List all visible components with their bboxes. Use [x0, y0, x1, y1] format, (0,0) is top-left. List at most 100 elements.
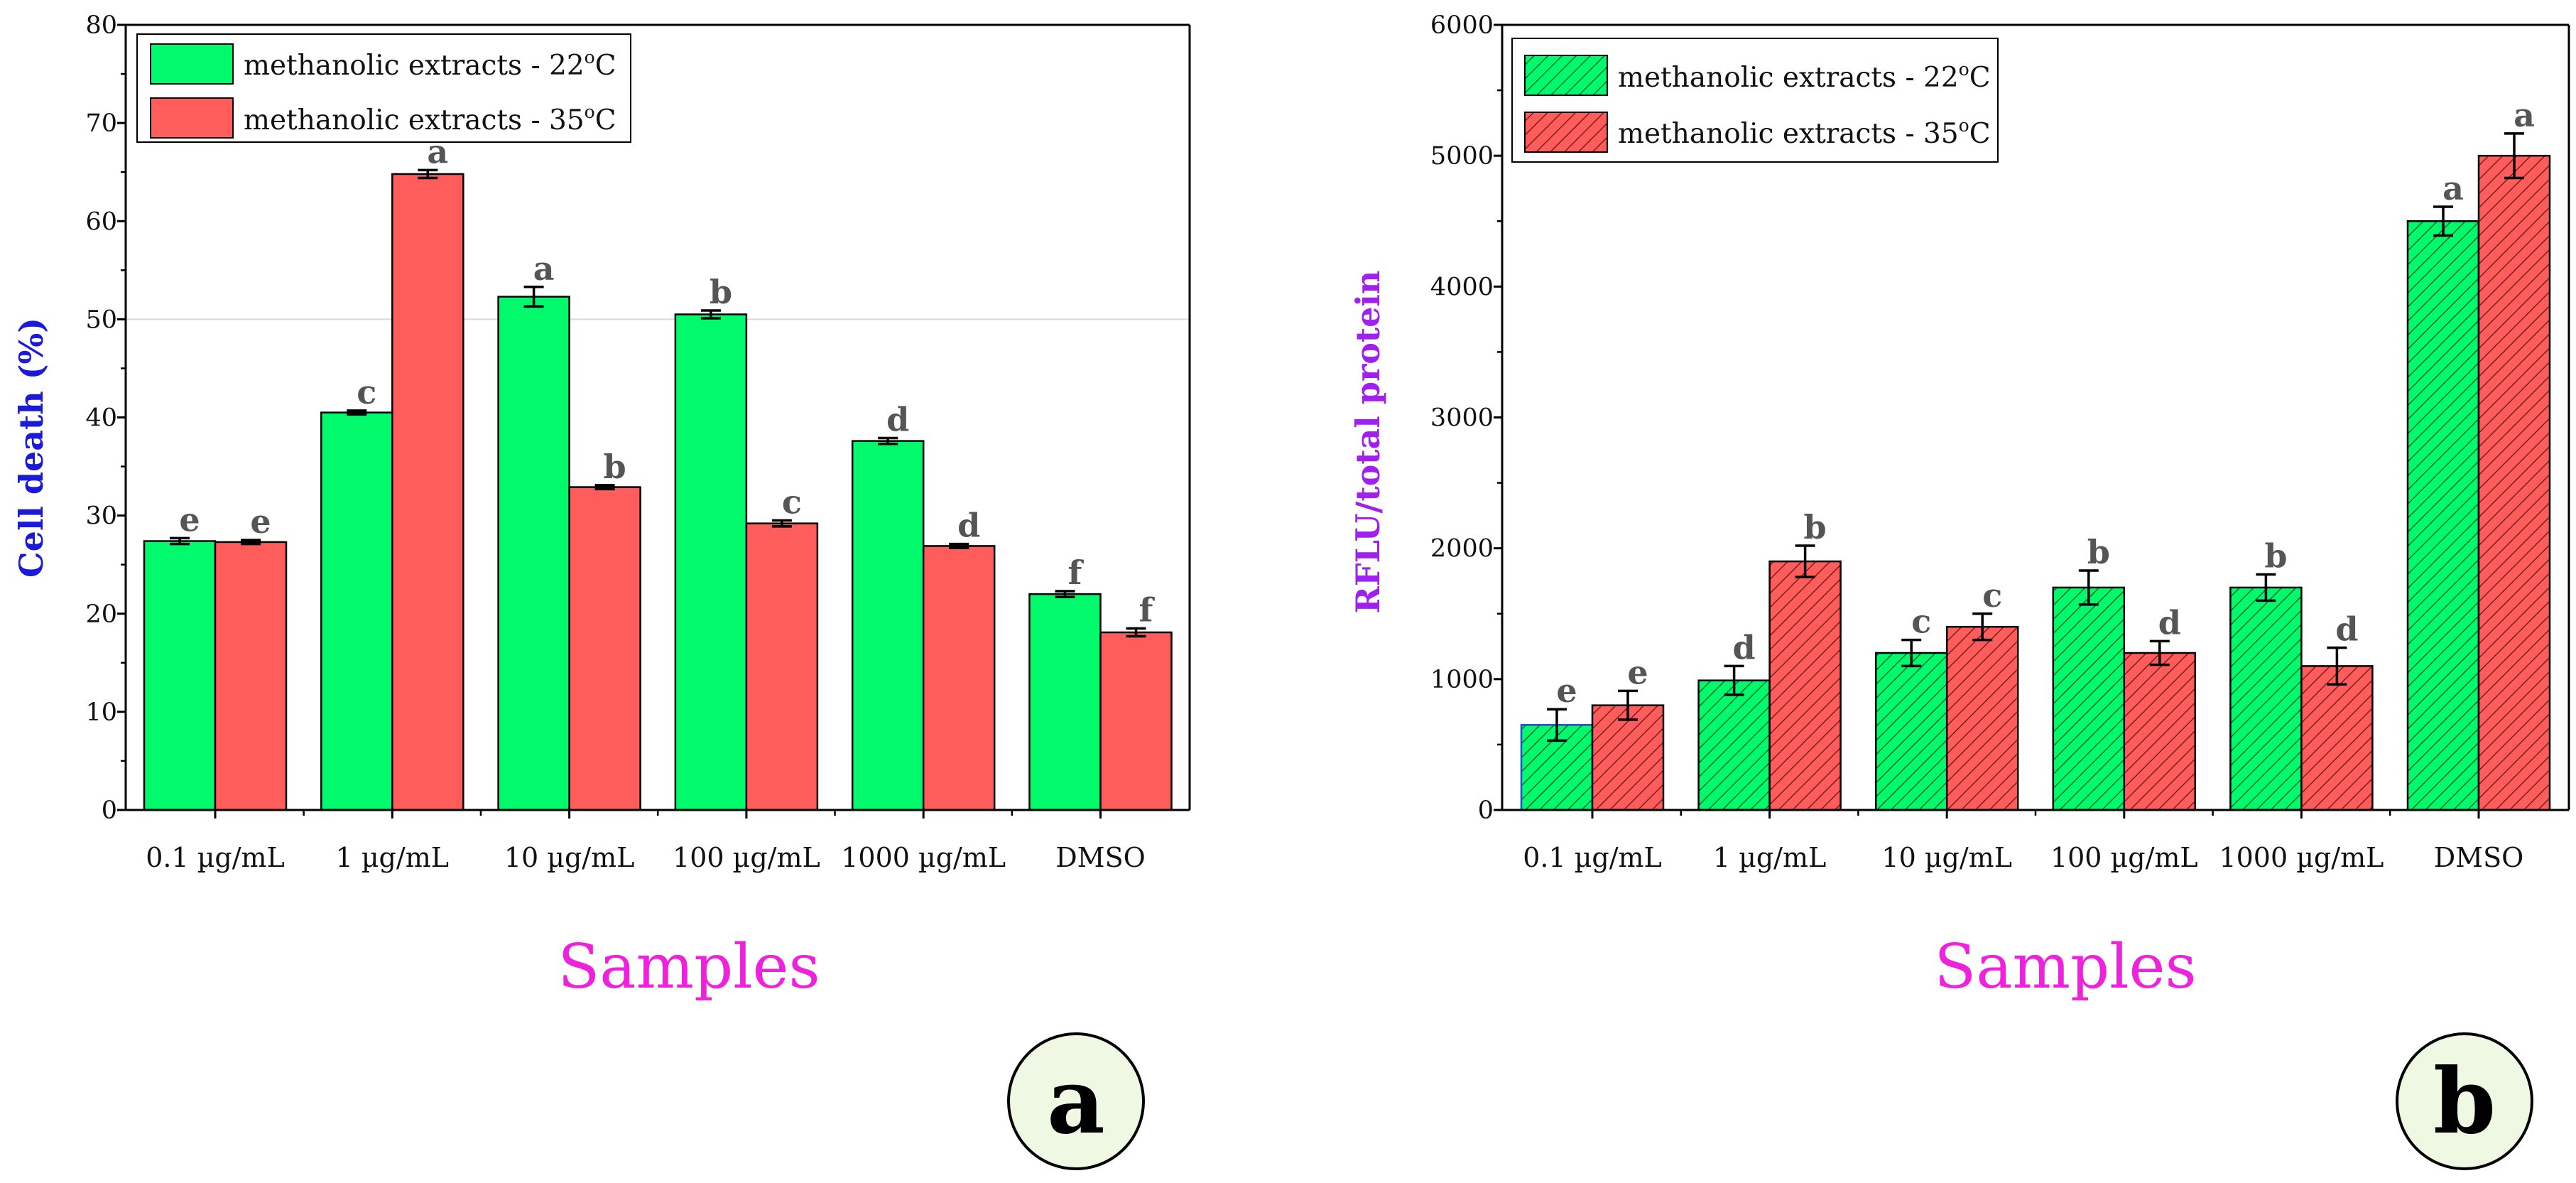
panel-b-legend-swatch-35: [1524, 112, 1608, 153]
panel-b-bar-35: [2123, 652, 2197, 811]
panel-a-significance-letter: f: [1139, 590, 1156, 629]
panel-a-category-label: 10 µg/mL: [504, 842, 635, 873]
panel-b-significance-letter: c: [1982, 576, 2002, 615]
panel-a-bar-22: [320, 411, 393, 811]
panel-b-bar-22: [2406, 220, 2480, 811]
panel-a-bar-35: [922, 545, 996, 811]
panel-b-bar-22: [1697, 679, 1771, 811]
panel-b-bar-35: [1945, 625, 2019, 811]
panel-b-y-tick-label: 5000: [1430, 142, 1494, 171]
panel-b-badge: b: [2396, 1032, 2533, 1170]
panel-a-significance-letter: d: [886, 401, 909, 439]
panel-b-bar-35: [2477, 154, 2551, 811]
panel-a-y-tick-label: 0: [102, 796, 117, 825]
panel-b-significance-letter: b: [2087, 533, 2110, 571]
panel-b-bar-22: [2229, 586, 2303, 811]
panel-b-y-tick-label: 4000: [1430, 273, 1494, 301]
panel-a-y-tick-label: 70: [85, 109, 117, 138]
panel-a-category-label: 1 µg/mL: [336, 842, 449, 873]
panel-a-significance-letter: f: [1068, 553, 1085, 592]
panel-a-y-tick-label: 20: [85, 600, 117, 629]
panel-a-y-tick-label: 80: [85, 11, 117, 40]
panel-a-bar-22: [143, 540, 217, 811]
panel-a-category-label: 100 µg/mL: [673, 842, 820, 873]
panel-a-y-tick-label: 40: [85, 404, 117, 433]
panel-a-plot: e c a b d f e a b c d f 0 10 20 30 40 50 60 70 80 0.1 µg/mL 1 …: [85, 11, 1191, 873]
panel-a-bar-22: [851, 440, 925, 811]
panel-b: RFLU/total protein Samples methanolic ex…: [1349, 38, 2533, 1170]
panel-b-significance-letter: a: [2442, 169, 2464, 207]
panel-a-y-tick-label: 30: [85, 502, 117, 531]
panel-a-legend-swatch-35: [150, 97, 234, 139]
panel-a-significance-letter: b: [710, 273, 732, 311]
panel-b-category-label: DMSO: [2434, 842, 2524, 873]
panel-b-bar-22: [1874, 652, 1948, 811]
panel-b-legend-label-22: methanolic extracts - 22oC: [1618, 59, 1991, 94]
panel-b-legend: methanolic extracts - 22oC methanolic ex…: [1511, 38, 1999, 163]
panel-a-legend-label-22: methanolic extracts - 22oC: [244, 47, 616, 82]
panel-a-category-label: DMSO: [1055, 842, 1146, 873]
panel-a-legend: methanolic extracts - 22oC methanolic ex…: [136, 33, 631, 143]
panel-a-badge: a: [1007, 1032, 1145, 1170]
panel-b-significance-letter: d: [1733, 628, 1756, 666]
panel-b-bar-35: [1591, 704, 1665, 811]
panel-a-category-label: 1000 µg/mL: [841, 842, 1006, 873]
panel-a-bar-35: [568, 486, 641, 811]
panel-a-y-tick-label: 10: [85, 698, 117, 727]
panel-a-y-tick-label: 60: [85, 207, 117, 236]
panel-b-plot: e d c b b a e b c d d a 0 1000 2000 3000 4000 5000 6000 0.1…: [1430, 11, 2570, 873]
panel-a-significance-letter: e: [250, 502, 271, 541]
panel-b-ylabel: RFLU/total protein: [1349, 271, 1387, 614]
panel-a-ylabel: Cell death (%): [12, 318, 50, 578]
panel-b-significance-letter: d: [2158, 603, 2181, 642]
panel-a-legend-swatch-22: [150, 43, 234, 85]
panel-b-significance-letter: c: [1911, 603, 1931, 641]
panel-b-badge-letter: b: [2433, 1049, 2496, 1154]
panel-a-y-tick-label: 50: [85, 306, 117, 334]
panel-b-y-tick-label: 1000: [1430, 666, 1494, 694]
panel-a-bar-22: [674, 313, 748, 811]
panel-b-significance-letter: a: [2513, 96, 2535, 134]
panel-b-category-label: 10 µg/mL: [1881, 842, 2012, 873]
panel-a-bar-35: [391, 173, 464, 811]
panel-b-bar-35: [1768, 560, 1842, 811]
panel-b-y-tick-label: 6000: [1430, 11, 1494, 40]
panel-a-badge-circle: [1007, 1032, 1145, 1170]
panel-a-bar-22: [497, 296, 570, 811]
panel-b-legend-swatch-22: [1524, 55, 1608, 96]
panel-b-y-tick-label: 0: [1478, 796, 1494, 825]
panel-a-category-label: 0.1 µg/mL: [146, 842, 285, 873]
panel-b-y-tick-label: 2000: [1430, 535, 1494, 563]
panel-a-badge-letter: a: [1047, 1049, 1105, 1154]
panel-a-bar-35: [214, 541, 288, 811]
panel-a-significance-letter: b: [604, 448, 626, 486]
panel-b-significance-letter: b: [1804, 508, 1827, 546]
panel-a-bar-35: [1099, 631, 1173, 811]
panel-a-legend-label-35: methanolic extracts - 35oC: [244, 102, 616, 136]
panel-a-bar-35: [745, 522, 819, 811]
panel-a-significance-letter: c: [357, 373, 376, 411]
panel-b-category-label: 0.1 µg/mL: [1523, 842, 1662, 873]
panel-a-xlabel: Samples: [558, 931, 820, 1003]
panel-a-significance-letter: a: [533, 249, 555, 288]
panel-a-bar-22: [1028, 593, 1102, 811]
panel-b-category-label: 1000 µg/mL: [2219, 842, 2384, 873]
panel-b-badge-circle: [2396, 1032, 2533, 1170]
panel-b-significance-letter: e: [1556, 671, 1577, 710]
panel-b-significance-letter: d: [2335, 610, 2358, 649]
panel-b-category-label: 100 µg/mL: [2050, 842, 2198, 873]
panel-b-significance-letter: b: [2264, 537, 2287, 576]
panel-b-y-tick-label: 3000: [1430, 404, 1494, 433]
panel-b-bar-22: [2052, 586, 2126, 811]
panel-b-significance-letter: e: [1627, 653, 1648, 691]
panel-a-significance-letter: a: [427, 132, 448, 171]
panel-a-significance-letter: e: [179, 500, 200, 539]
panel-b-legend-label-35: methanolic extracts - 35oC: [1618, 115, 1991, 150]
panel-a-significance-letter: c: [782, 483, 802, 522]
panel-a-significance-letter: d: [957, 507, 980, 545]
panel-b-category-label: 1 µg/mL: [1713, 842, 1826, 873]
panel-a: Cell death (%) Samples methanolic extrac…: [12, 33, 1145, 1170]
panel-b-bar-35: [2300, 665, 2374, 811]
panel-b-xlabel: Samples: [1934, 931, 2196, 1003]
